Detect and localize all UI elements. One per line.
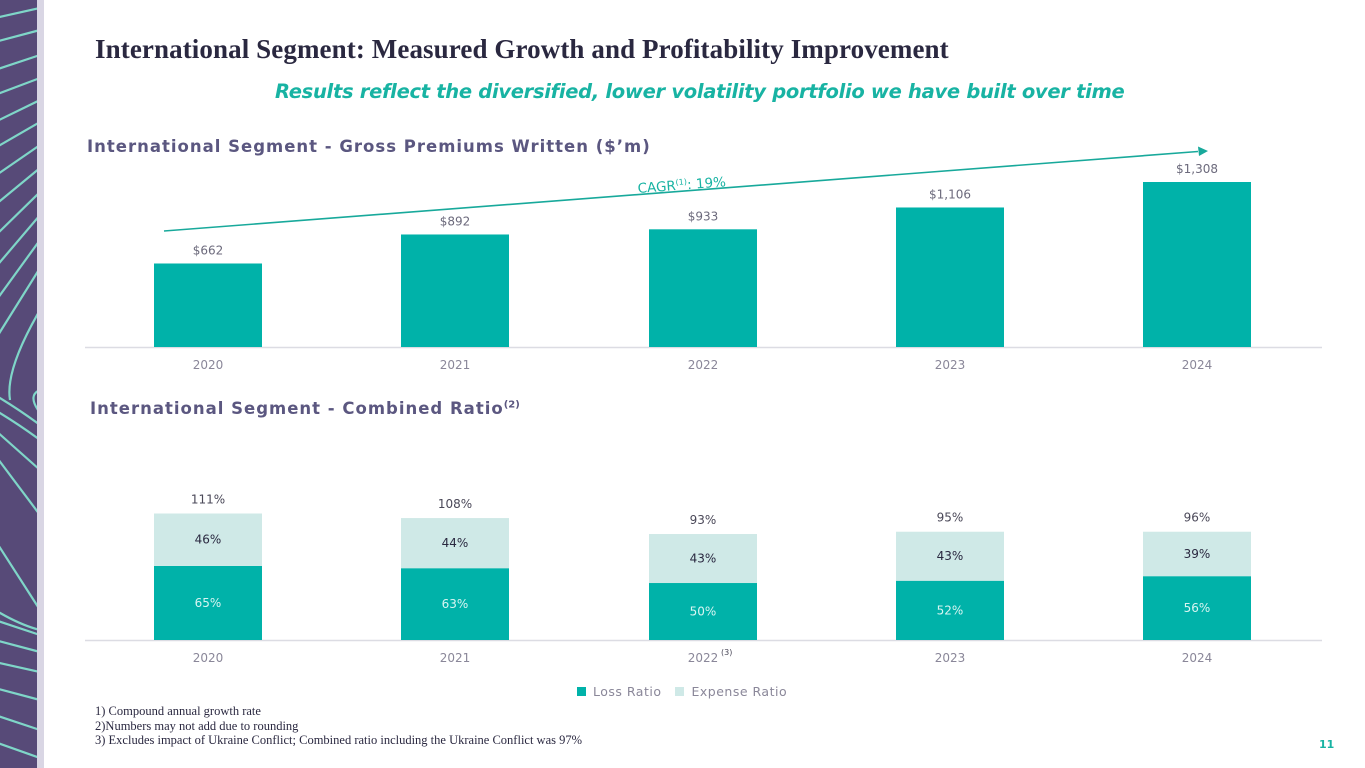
expense-ratio-label: 44% (442, 536, 469, 550)
expense-ratio-label: 39% (1184, 547, 1211, 561)
loss-ratio-bar-2024 (1143, 576, 1251, 640)
expense-ratio-label: 43% (937, 549, 964, 563)
gpw-bar-2020 (154, 263, 262, 347)
legend-item-loss-ratio: Loss Ratio (577, 684, 661, 699)
cr-chart-title-text: International Segment - Combined Ratio (90, 399, 504, 418)
loss-ratio-bar-2020 (154, 565, 262, 640)
loss-ratio-bar-2021 (401, 568, 509, 640)
decorative-wave-pattern (0, 7, 37, 759)
loss-ratio-label: 50% (690, 605, 717, 619)
gpw-x-tick-label: 2022 (688, 358, 719, 372)
gpw-x-tick-label: 2021 (440, 358, 471, 372)
gpw-bar-2022 (649, 229, 757, 347)
loss-ratio-label: 56% (1184, 601, 1211, 615)
loss-ratio-bar-2022 (649, 583, 757, 640)
gpw-value-label: $1,106 (929, 187, 971, 201)
gpw-x-tick-label: 2020 (193, 358, 224, 372)
slide-subtitle: Results reflect the diversified, lower v… (275, 80, 1125, 103)
cr-x-tick-footnote: (3) (721, 648, 732, 657)
loss-ratio-swatch (577, 687, 586, 696)
combined-ratio-total-label: 93% (690, 513, 717, 527)
cagr-trend-arrow-line (163, 150, 1199, 232)
gpw-bar-2023 (896, 207, 1004, 347)
loss-ratio-bar-2023 (896, 580, 1004, 640)
cr-x-tick-label: 2023 (935, 651, 966, 665)
slide-title: International Segment: Measured Growth a… (95, 34, 949, 64)
legend-label-expense-ratio: Expense Ratio (691, 684, 788, 699)
cagr-arrowhead-icon (1198, 146, 1208, 156)
expense-ratio-bar-2024 (1143, 531, 1251, 577)
gpw-bar-2024 (1143, 182, 1251, 347)
cr-chart-title: International Segment - Combined Ratio(2… (90, 399, 520, 418)
cr-x-tick-label: 2024 (1182, 651, 1213, 665)
expense-ratio-swatch (675, 687, 685, 696)
footnote-3: 3) Excludes impact of Ukraine Conflict; … (95, 733, 583, 747)
side-band-edge (37, 0, 44, 768)
gpw-chart-title: International Segment - Gross Premiums W… (87, 137, 651, 156)
gpw-bar-2021 (401, 234, 509, 347)
combined-ratio-total-label: 111% (191, 493, 225, 507)
legend-label-loss-ratio: Loss Ratio (593, 684, 662, 699)
expense-ratio-bar-2023 (896, 531, 1004, 581)
cr-x-tick-label: 2020 (193, 651, 224, 665)
expense-ratio-bar-2022 (649, 534, 757, 584)
page-number: 11 (1319, 738, 1335, 751)
gpw-value-label: $933 (688, 209, 719, 223)
gpw-x-tick-label: 2024 (1182, 358, 1213, 372)
loss-ratio-label: 65% (195, 596, 222, 610)
expense-ratio-label: 43% (690, 552, 717, 566)
gpw-value-label: $662 (193, 243, 224, 257)
combined-ratio-total-label: 96% (1184, 511, 1211, 525)
gpw-value-label: $1,308 (1176, 162, 1218, 176)
combined-ratio-total-label: 108% (438, 497, 472, 511)
cr-chart-legend: Loss Ratio Expense Ratio (577, 684, 801, 699)
gpw-x-tick-label: 2023 (935, 358, 966, 372)
loss-ratio-label: 52% (937, 603, 964, 617)
legend-item-expense-ratio: Expense Ratio (675, 684, 787, 699)
expense-ratio-bar-2021 (401, 518, 509, 569)
expense-ratio-bar-2020 (154, 513, 262, 566)
decorative-side-band (0, 0, 37, 768)
cr-x-tick-label: 2022 (688, 651, 719, 665)
gpw-value-label: $892 (440, 214, 471, 228)
combined-ratio-total-label: 95% (937, 511, 964, 525)
footnote-1: 1) Compound annual growth rate (95, 704, 261, 718)
cr-x-tick-label: 2021 (440, 651, 471, 665)
cr-chart-title-footnote: (2) (503, 399, 520, 411)
expense-ratio-label: 46% (195, 533, 222, 547)
loss-ratio-label: 63% (442, 597, 469, 611)
footnotes: 1) Compound annual growth rate 2)Numbers… (95, 704, 582, 748)
cagr-annotation: CAGR(1): 19% (637, 174, 727, 197)
gpw-bar-chart: $662 2020 $892 2021 $933 2022 $1,106 2023 $1,308… (85, 146, 1322, 372)
footnote-2: 2)Numbers may not add due to rounding (95, 718, 299, 733)
